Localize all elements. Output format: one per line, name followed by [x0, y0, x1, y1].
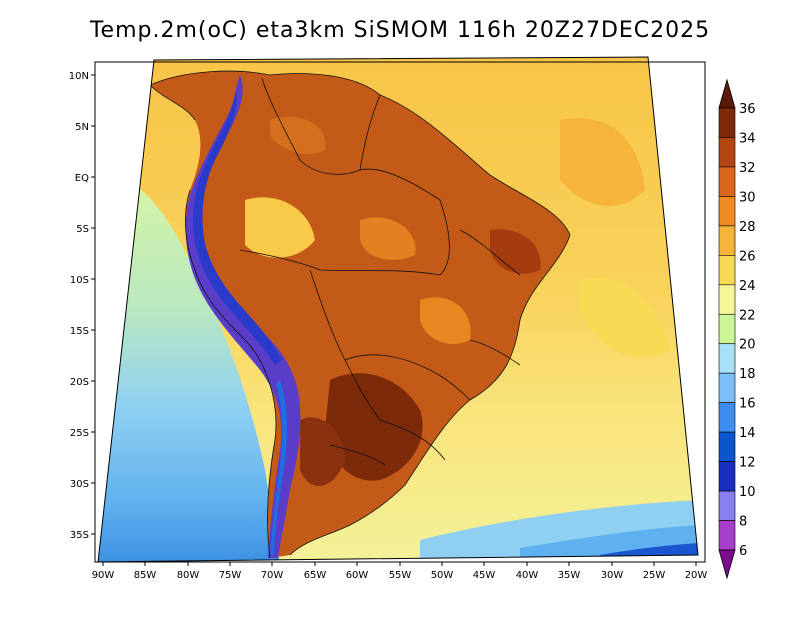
lon-label: 30W [601, 570, 624, 581]
colorbar-max-triangle [718, 78, 736, 109]
lon-label: 60W [346, 570, 369, 581]
lon-label: 45W [473, 570, 496, 581]
lat-label: 20S [70, 377, 89, 388]
lat-label: 25S [70, 428, 89, 439]
colorbar-segment [718, 255, 736, 286]
colorbar-segment [718, 313, 736, 345]
lat-label: 35S [70, 530, 89, 541]
colorbar-level-label: 8 [739, 515, 747, 530]
colorbar-segment [718, 166, 736, 197]
lon-label: 90W [92, 570, 115, 581]
colorbar-segment [718, 431, 736, 462]
map-title: Temp.2m(oC) eta3km SiSMOM 116h 20Z27DEC2… [89, 18, 711, 43]
colorbar-segment [718, 372, 736, 403]
lon-label: 55W [389, 570, 412, 581]
lat-label: 30S [70, 479, 89, 490]
colorbar-level-label: 28 [739, 220, 756, 235]
colorbar-level-label: 34 [739, 131, 756, 146]
lon-label: 40W [516, 570, 539, 581]
lon-label: 65W [304, 570, 327, 581]
colorbar-segment [718, 490, 736, 521]
colorbar-level-label: 36 [739, 102, 756, 117]
latitude-axis: 10N 5N EQ 5S 10S 15S 20S 25S 30S 35S [69, 71, 95, 541]
colorbar-segment [718, 284, 736, 315]
colorbar-level-label: 20 [739, 338, 756, 353]
colorbar: 36 34 32 30 28 26 24 22 20 18 16 14 12 10 8 6 [718, 78, 756, 580]
colorbar-segment [718, 137, 736, 168]
colorbar-level-label: 22 [739, 308, 756, 323]
colorbar-segment [718, 520, 736, 551]
colorbar-level-label: 26 [739, 249, 756, 264]
lon-label: 25W [643, 570, 666, 581]
country-borders [149, 70, 571, 559]
colorbar-level-label: 30 [739, 190, 756, 205]
lon-label: 20W [685, 570, 708, 581]
colorbar-level-label: 24 [739, 279, 756, 294]
colorbar-level-label: 10 [739, 485, 756, 500]
colorbar-segment [718, 225, 736, 256]
colorbar-level-label: 18 [739, 367, 756, 382]
map-frame [97, 56, 699, 563]
colorbar-level-label: 16 [739, 397, 756, 412]
lat-label: 15S [70, 326, 89, 337]
colorbar-segment [718, 461, 736, 492]
lon-label: 50W [431, 570, 454, 581]
lat-label: EQ [75, 173, 89, 184]
lat-label: 10S [70, 275, 89, 286]
lon-label: 85W [134, 570, 157, 581]
colorbar-segment [718, 107, 736, 138]
colorbar-level-label: 14 [739, 426, 756, 441]
colorbar-level-label: 12 [739, 456, 756, 471]
colorbar-segment [718, 343, 736, 374]
lon-label: 35W [558, 570, 581, 581]
colorbar-segment [718, 402, 736, 433]
lat-label: 10N [69, 71, 89, 82]
lat-label: 5S [76, 224, 89, 235]
lon-label: 70W [261, 570, 284, 581]
colorbar-level-label: 6 [739, 544, 747, 559]
colorbar-level-label: 32 [739, 161, 756, 176]
colorbar-segment [718, 196, 736, 227]
temperature-field [98, 57, 698, 562]
lon-label: 80W [177, 570, 200, 581]
longitude-axis: 90W 85W 80W 75W 70W 65W 60W 55W 50W 45W … [92, 562, 708, 581]
colorbar-min-triangle [718, 549, 736, 580]
lat-label: 5N [75, 122, 89, 133]
lon-label: 75W [219, 570, 242, 581]
